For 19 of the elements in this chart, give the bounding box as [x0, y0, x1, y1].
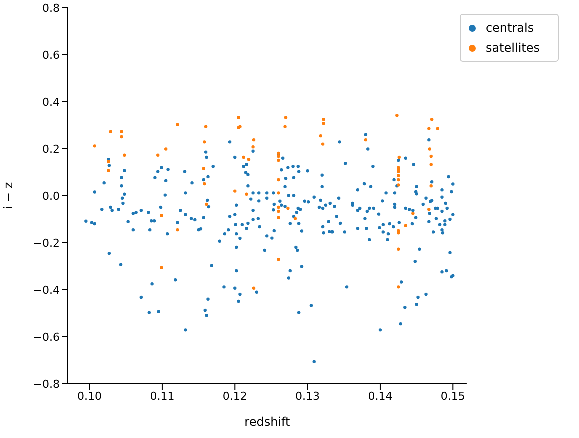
y-tick-label: 0.4 [42, 96, 60, 109]
x-tick-label: 0.13 [296, 390, 320, 403]
legend-label: satellites [486, 41, 540, 55]
x-tick-label: 0.12 [222, 390, 248, 403]
x-tick-label: 0.10 [78, 390, 102, 403]
y-tick-label: −0.4 [33, 284, 60, 297]
y-tick-label: 0.2 [42, 142, 60, 156]
x-tick-label: 0.14 [368, 390, 393, 403]
x-tick-label: 0.15 [440, 390, 466, 403]
y-tick-label: 0.0 [42, 190, 60, 203]
x-axis-title: redshift [244, 415, 291, 429]
legend-label: centrals [486, 21, 534, 35]
y-tick-label: 0.8 [42, 2, 60, 15]
y-tick-label: −0.6 [33, 330, 60, 344]
y-tick-label: −0.8 [33, 378, 60, 391]
x-tick-label: 0.11 [150, 390, 175, 403]
y-tick-label: 0.6 [42, 48, 60, 62]
y-tick-label: −0.2 [33, 236, 60, 250]
y-axis-title: i − z [1, 182, 16, 210]
